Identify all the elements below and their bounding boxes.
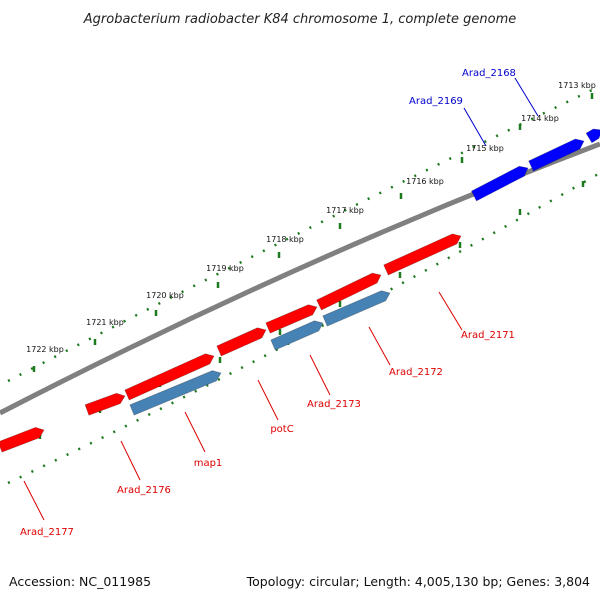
- gene-feature-arrad-2172-reverse: [322, 290, 391, 327]
- scale-tick-label: 1716 kbp: [406, 177, 444, 186]
- gene-leader-line: [257, 379, 279, 421]
- gene-leader-line: [438, 291, 463, 331]
- gene-label[interactable]: Arad_2177: [20, 527, 74, 538]
- gene-label[interactable]: Arad_2169: [409, 96, 463, 107]
- gene-label[interactable]: Arad_2168: [462, 68, 516, 79]
- gene-labels: Arad_2168 Arad_2169 Arad_2171 Arad_2172 Arad…: [20, 68, 516, 538]
- gene-feature-arrad-2171: [383, 233, 462, 276]
- scale-tick-label: 1714 kbp: [521, 114, 559, 123]
- gene-features: [0, 128, 600, 453]
- gene-leader-line: [309, 354, 331, 396]
- genome-summary-label: Topology: circular; Length: 4,005,130 bp…: [246, 574, 590, 589]
- gene-leader-lines: [23, 77, 539, 521]
- scale-tick-label: 1717 kbp: [326, 206, 364, 215]
- gene-label[interactable]: potC: [270, 424, 293, 435]
- gene-leader-line: [23, 480, 45, 521]
- outer-scale-track: [7, 88, 593, 383]
- scale-tick-label: 1719 kbp: [206, 264, 244, 273]
- gene-feature-arrad-2177: [0, 426, 45, 453]
- gene-feature-arrad-2172: [316, 272, 382, 311]
- gene-label[interactable]: Arad_2173: [307, 399, 361, 410]
- gene-label[interactable]: Arad_2172: [389, 367, 443, 378]
- accession-label: Accession: NC_011985: [9, 574, 151, 589]
- gene-feature-arrad-2168: [528, 138, 585, 172]
- gene-feature-arrad-2176: [84, 392, 126, 416]
- tick-labels: 1713 kbp 1714 kbp 1715 kbp 1716 kbp 1717 kbp…: [26, 81, 596, 354]
- inner-scale-track: [7, 171, 600, 485]
- gene-leader-line: [184, 411, 206, 453]
- gene-feature-arrad-2169: [470, 165, 529, 202]
- gene-feature-map1-forward: [124, 353, 215, 401]
- gene-leader-line: [514, 77, 539, 117]
- map-title: Agrobacterium radiobacter K84 chromosome…: [83, 12, 516, 27]
- gene-feature-potc: [216, 327, 267, 357]
- gene-label[interactable]: Arad_2176: [117, 485, 171, 496]
- scale-tick-label: 1722 kbp: [26, 345, 64, 354]
- gene-feature-arrad-2173-forward: [265, 304, 318, 334]
- scale-tick-label: 1720 kbp: [146, 291, 184, 300]
- scale-tick-label: 1713 kbp: [558, 81, 596, 90]
- major-ticks: [32, 93, 594, 439]
- gene-feature-partial: [585, 128, 600, 144]
- gene-label[interactable]: map1: [194, 458, 223, 469]
- gene-leader-line: [120, 440, 141, 481]
- scale-tick-label: 1721 kbp: [86, 318, 124, 327]
- scale-tick-label: 1715 kbp: [466, 144, 504, 153]
- gene-leader-line: [368, 326, 391, 366]
- gene-feature-map1: [129, 370, 222, 416]
- gene-leader-line: [463, 107, 487, 147]
- genome-backbone: [0, 141, 600, 416]
- gene-label[interactable]: Arad_2171: [461, 330, 515, 341]
- gene-feature-arrad-2173: [270, 320, 324, 351]
- scale-tick-label: 1718 kbp: [266, 235, 304, 244]
